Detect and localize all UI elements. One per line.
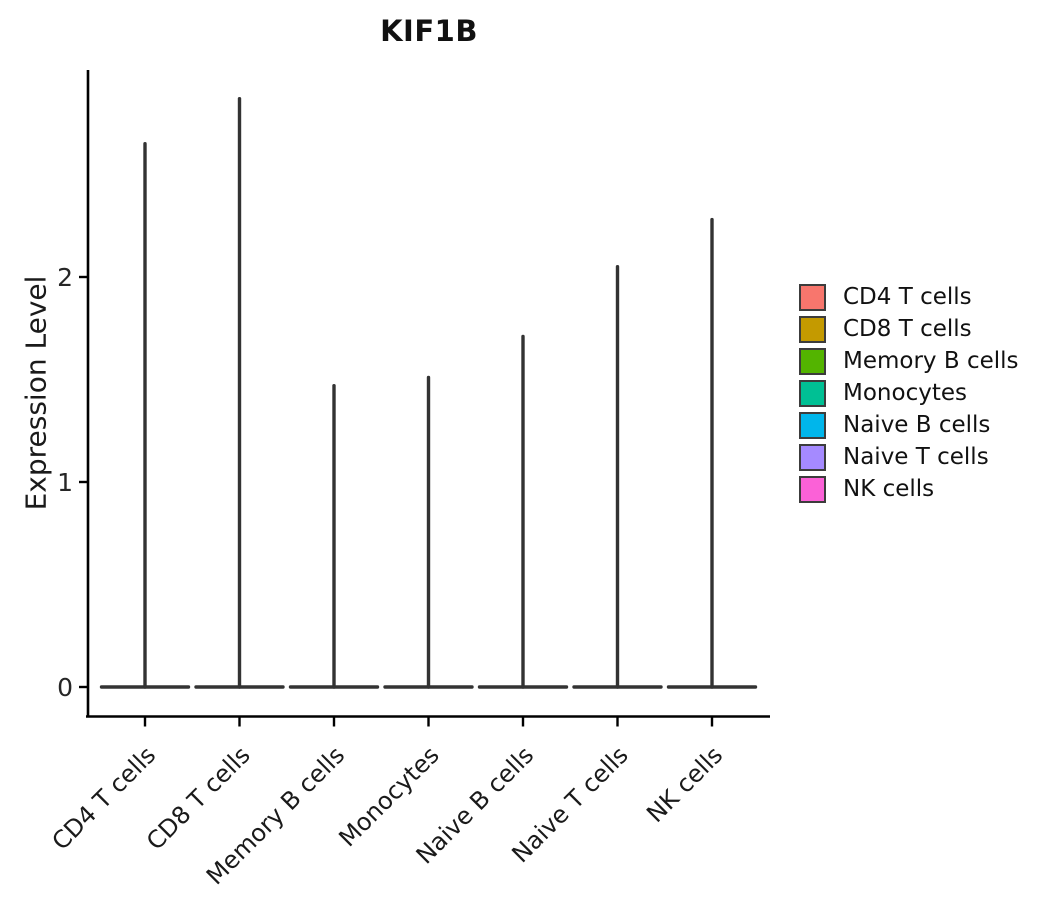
legend-swatch xyxy=(799,315,826,343)
legend-label: Memory B cells xyxy=(843,347,1019,374)
legend-row: Monocytes xyxy=(799,377,1019,409)
legend-row: NK cells xyxy=(799,473,1019,505)
legend-swatch xyxy=(799,347,826,375)
legend-row: CD8 T cells xyxy=(799,313,1019,345)
legend-row: Memory B cells xyxy=(799,345,1019,377)
legend-row: Naive T cells xyxy=(799,441,1019,473)
legend-label: Naive B cells xyxy=(843,411,991,438)
legend-swatch xyxy=(799,411,826,439)
legend-label: Naive T cells xyxy=(843,443,989,470)
legend: CD4 T cells CD8 T cells Memory B cells Mono… xyxy=(799,281,1019,505)
y-tick-label: 1 xyxy=(57,468,73,497)
legend-swatch xyxy=(799,379,826,407)
legend-label: NK cells xyxy=(843,475,935,502)
legend-swatch xyxy=(799,443,826,471)
legend-label: CD8 T cells xyxy=(843,315,972,342)
legend-label: Monocytes xyxy=(843,379,967,406)
y-tick-label: 0 xyxy=(57,673,73,702)
x-axis-label: NK cells xyxy=(641,741,728,828)
legend-swatch xyxy=(799,283,826,311)
y-tick-label: 2 xyxy=(57,263,73,292)
legend-row: CD4 T cells xyxy=(799,281,1019,313)
chart-title: KIF1B xyxy=(380,14,478,48)
legend-swatch xyxy=(799,475,826,503)
legend-row: Naive B cells xyxy=(799,409,1019,441)
legend-label: CD4 T cells xyxy=(843,283,972,310)
